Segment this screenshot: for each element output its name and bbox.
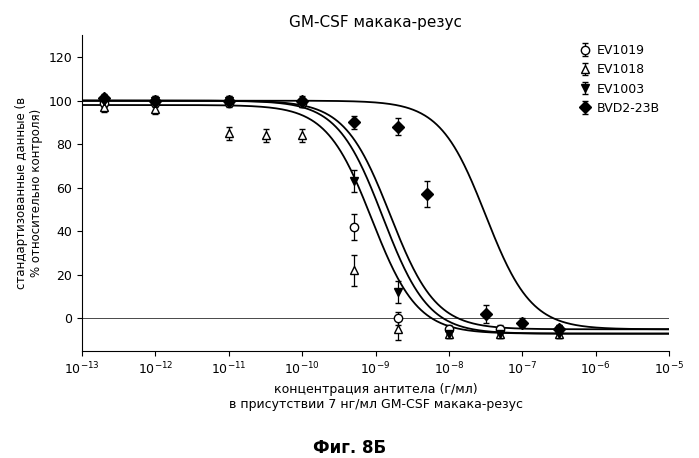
Y-axis label: стандартизованные данные (в
% относительно контроля): стандартизованные данные (в % относитель… (15, 97, 43, 289)
Legend: EV1019, EV1018, EV1003, BVD2-23B: EV1019, EV1018, EV1003, BVD2-23B (572, 39, 665, 120)
Title: GM-CSF макака-резус: GM-CSF макака-резус (289, 15, 462, 30)
X-axis label: концентрация антитела (г/мл)
в присутствии 7 нг/мл GM-CSF макака-резус: концентрация антитела (г/мл) в присутств… (229, 383, 523, 411)
Text: Фиг. 8Б: Фиг. 8Б (313, 439, 386, 458)
